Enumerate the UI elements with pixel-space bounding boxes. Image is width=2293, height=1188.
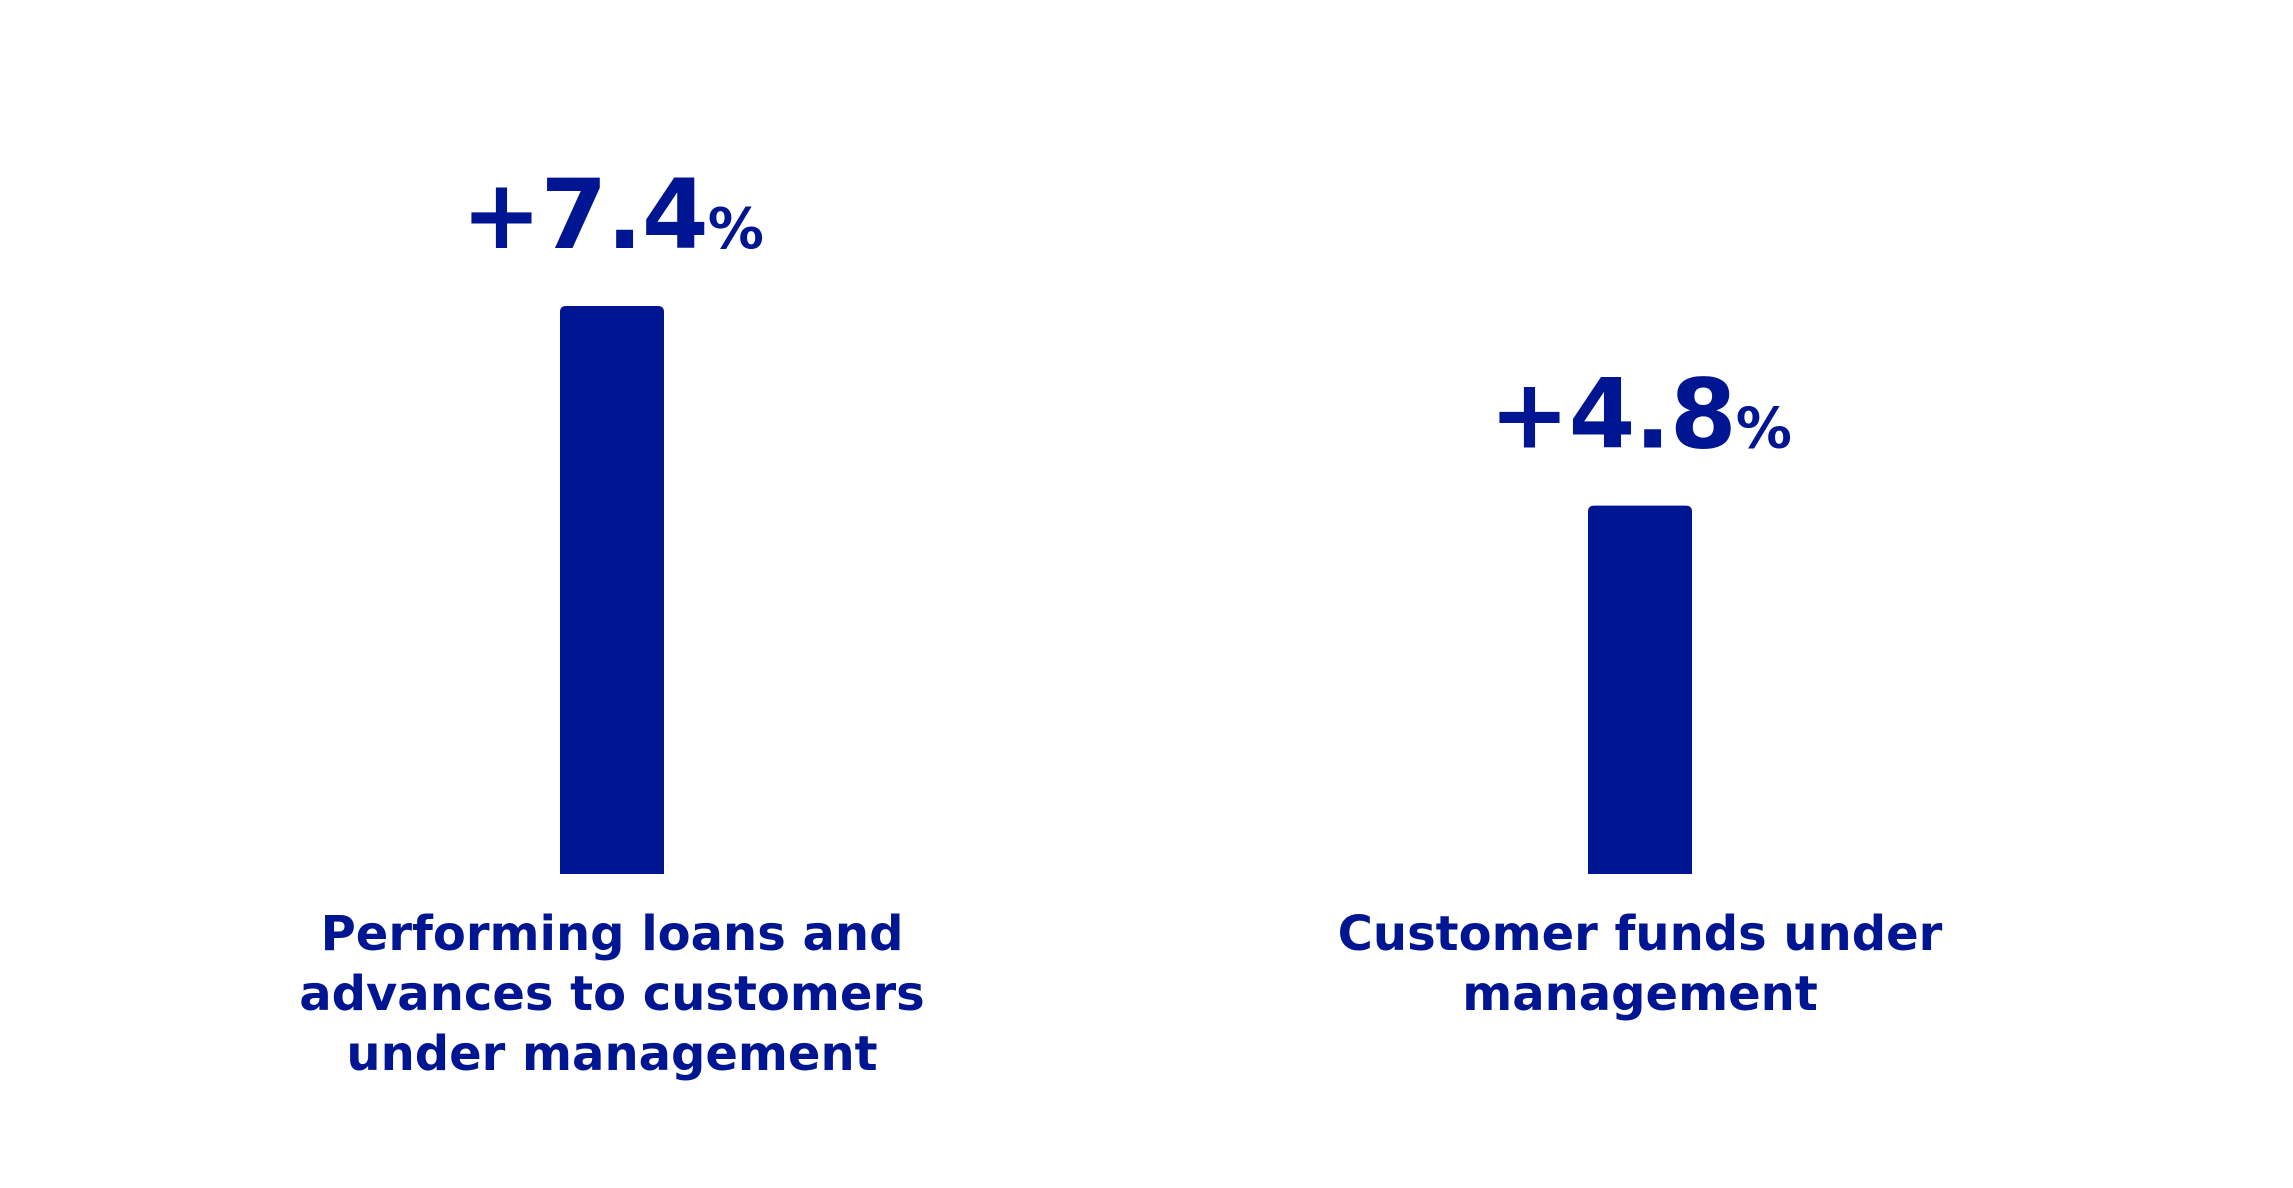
bar-2: [1588, 505, 1692, 874]
bar-1: [560, 306, 664, 874]
value-label-1: +7.4%: [461, 159, 763, 271]
category-label-1: Performing loans and advances to customer…: [299, 906, 924, 1082]
category-label-2: Customer funds under management: [1338, 906, 1943, 1022]
value-label-2: +4.8%: [1489, 359, 1791, 471]
